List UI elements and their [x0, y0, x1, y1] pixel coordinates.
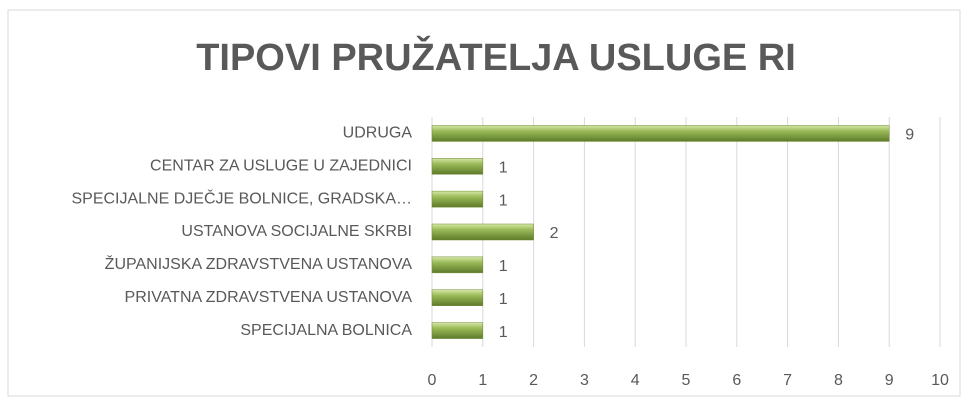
y-tick-label: SPECIJALNE DJEČJE BOLNICE, GRADSKA… — [71, 188, 412, 207]
data-label: 1 — [499, 324, 508, 341]
x-tick-label: 0 — [428, 372, 437, 389]
y-tick-label: CENTAR ZA USLUGE U ZAJEDNICI — [150, 158, 412, 175]
y-tick-label: ŽUPANIJSKA ZDRAVSTVENA USTANOVA — [105, 254, 413, 273]
bar — [431, 223, 534, 241]
x-tick-label: 6 — [732, 372, 741, 389]
y-tick-label: SPECIJALNA BOLNICA — [240, 322, 412, 339]
x-tick-label: 1 — [478, 372, 487, 389]
bar — [431, 289, 484, 306]
x-tick-label: 8 — [834, 372, 843, 389]
chart-border — [7, 9, 961, 397]
data-label: 2 — [550, 225, 559, 242]
bar — [431, 256, 484, 274]
x-tick-label: 10 — [931, 372, 949, 389]
data-label: 9 — [905, 127, 914, 144]
y-tick-label: UDRUGA — [343, 125, 413, 142]
y-tick-label: USTANOVA SOCIJALNE SKRBI — [181, 223, 412, 240]
data-label: 1 — [499, 160, 508, 177]
x-tick-label: 5 — [682, 372, 691, 389]
x-tick-label: 2 — [529, 372, 538, 389]
bar — [431, 322, 484, 339]
chart-title: TIPOVI PRUŽATELJA USLUGE RI — [196, 35, 796, 79]
data-label: 1 — [499, 258, 508, 275]
x-tick-label: 3 — [580, 372, 589, 389]
x-tick-label: 4 — [631, 372, 640, 389]
data-label: 1 — [499, 192, 508, 209]
data-label: 1 — [499, 291, 508, 308]
bar — [431, 125, 890, 142]
x-tick-label: 9 — [885, 372, 894, 389]
x-tick-label: 7 — [783, 372, 792, 389]
y-tick-label: PRIVATNA ZDRAVSTVENA USTANOVA — [125, 289, 413, 306]
bar — [431, 158, 484, 175]
bar — [431, 190, 484, 208]
